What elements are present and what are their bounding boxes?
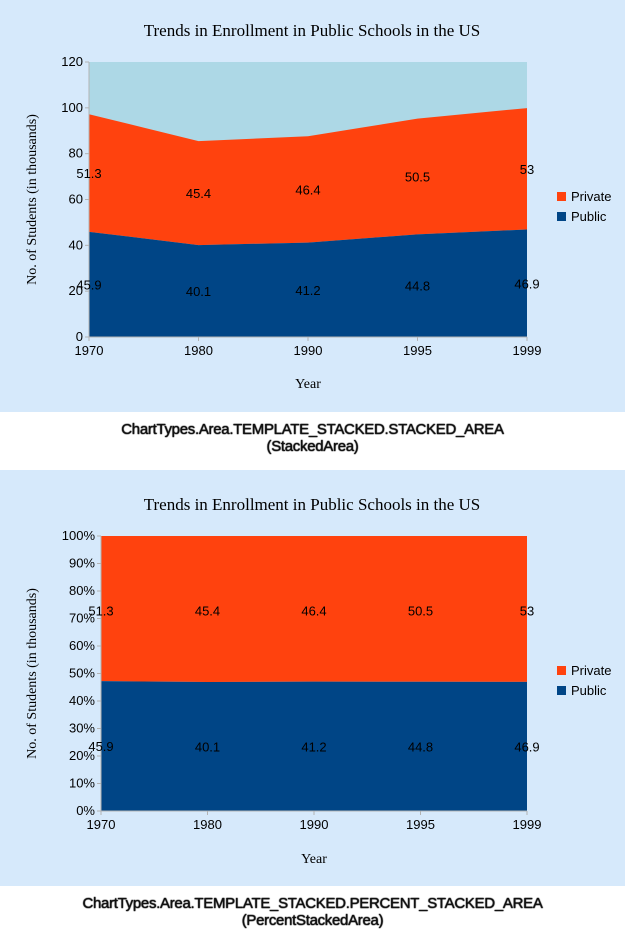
y-tick-label: 120	[61, 54, 83, 69]
y-tick-label: 80	[69, 146, 83, 161]
series-area-private	[89, 108, 527, 246]
y-tick-label: 0%	[76, 803, 95, 818]
legend-swatch-private	[557, 666, 566, 675]
chart-caption: ChartTypes.Area.TEMPLATE_STACKED.STACKED…	[0, 421, 625, 455]
x-tick-label: 1990	[294, 343, 323, 358]
y-tick-label: 80%	[69, 583, 95, 598]
chart-title: Trends in Enrollment in Public Schools i…	[144, 21, 481, 40]
y-axis-title: No. of Students (in thousands)	[25, 588, 40, 759]
x-axis-title: Year	[301, 852, 327, 867]
y-tick-label: 40	[69, 237, 83, 252]
data-label-public: 46.9	[514, 276, 539, 291]
y-tick-label: 10%	[69, 776, 95, 791]
y-tick-label: 70%	[69, 611, 95, 626]
legend-label-private: Private	[571, 663, 611, 678]
data-label-public: 40.1	[186, 284, 211, 299]
y-tick-label: 100%	[62, 528, 96, 543]
x-tick-label: 1999	[513, 343, 542, 358]
data-label-public: 44.8	[405, 279, 430, 294]
x-tick-label: 1980	[184, 343, 213, 358]
data-label-public: 41.2	[301, 739, 326, 754]
data-label-private: 50.5	[405, 169, 430, 184]
y-tick-label: 50%	[69, 666, 95, 681]
y-tick-label: 60	[69, 192, 83, 207]
x-tick-label: 1995	[406, 817, 435, 832]
data-label-private: 45.4	[195, 603, 220, 618]
data-label-public: 40.1	[195, 740, 220, 755]
legend-swatch-private	[557, 192, 566, 201]
caption-line-1: ChartTypes.Area.TEMPLATE_STACKED.PERCENT…	[82, 895, 543, 912]
y-tick-label: 20%	[69, 748, 95, 763]
data-label-public: 45.9	[88, 739, 113, 754]
data-label-private: 46.4	[301, 603, 326, 618]
data-label-public: 44.8	[408, 739, 433, 754]
percent-stacked-area-chart-panel: 0% 10% 20% 30% 40% 50% 60% 70% 80% 90% 100% 1970 198…	[0, 470, 625, 886]
y-tick-label: 40%	[69, 693, 95, 708]
data-label-private: 50.5	[408, 603, 433, 618]
y-tick-label: 20	[69, 283, 83, 298]
x-tick-label: 1980	[193, 817, 222, 832]
caption-line-2: (PercentStackedArea)	[241, 912, 384, 929]
y-tick-label: 60%	[69, 638, 95, 653]
caption-line-1: ChartTypes.Area.TEMPLATE_STACKED.STACKED…	[121, 421, 504, 438]
x-tick-label: 1990	[300, 817, 329, 832]
y-axis-title: No. of Students (in thousands)	[25, 114, 40, 285]
y-tick-label: 100	[61, 100, 83, 115]
x-tick-label: 1999	[513, 817, 542, 832]
data-label-private: 45.4	[186, 186, 211, 201]
chart-caption: ChartTypes.Area.TEMPLATE_STACKED.PERCENT…	[0, 895, 625, 929]
legend-label-public: Public	[571, 209, 607, 224]
data-label-private: 53	[520, 162, 534, 177]
x-axis-title: Year	[295, 377, 321, 392]
percent-stacked-area-chart: 0% 10% 20% 30% 40% 50% 60% 70% 80% 90% 100% 1970 198…	[25, 495, 611, 867]
legend-swatch-public	[557, 212, 566, 221]
y-tick-label: 0	[76, 329, 83, 344]
data-label-private: 51.3	[88, 603, 113, 618]
series-area-public	[89, 229, 527, 337]
data-label-private: 51.3	[76, 166, 101, 181]
x-tick-label: 1970	[75, 343, 104, 358]
series-area-private	[101, 536, 527, 683]
stacked-area-chart-panel: 0 20 40 60 80 100 120 1970 1980 1990 1995 1999 45.9 5…	[0, 0, 625, 412]
data-label-private: 46.4	[295, 182, 320, 197]
data-label-public: 41.2	[295, 283, 320, 298]
legend-label-private: Private	[571, 189, 611, 204]
data-label-public: 45.9	[76, 277, 101, 292]
x-tick-label: 1970	[87, 817, 116, 832]
chart-title: Trends in Enrollment in Public Schools i…	[144, 495, 481, 514]
y-tick-label: 90%	[69, 556, 95, 571]
y-tick-label: 30%	[69, 721, 95, 736]
x-tick-label: 1995	[403, 343, 432, 358]
legend-label-public: Public	[571, 683, 607, 698]
legend-swatch-public	[557, 686, 566, 695]
caption-line-2: (StackedArea)	[266, 438, 359, 455]
series-area-public	[101, 681, 527, 811]
stacked-area-chart: 0 20 40 60 80 100 120 1970 1980 1990 1995 1999 45.9 5…	[25, 21, 611, 392]
data-label-public: 46.9	[514, 739, 539, 754]
data-label-private: 53	[520, 603, 534, 618]
